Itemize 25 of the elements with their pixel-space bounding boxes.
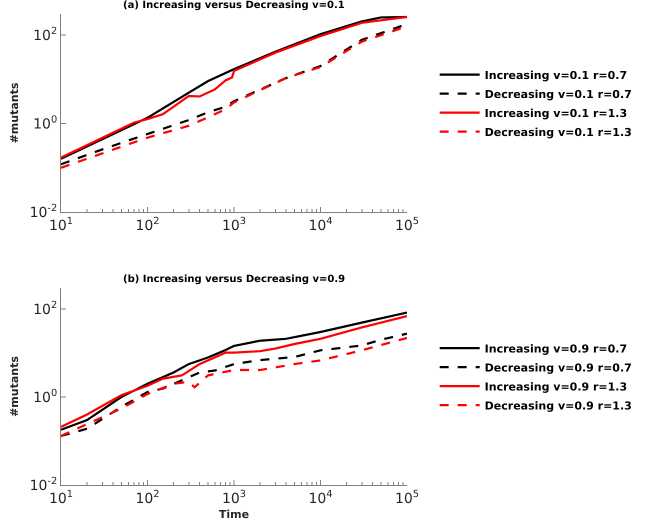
- y-axis-title: #mutants: [8, 82, 22, 144]
- x-tick-label: 10$^{4}$: [308, 488, 333, 507]
- legend-label: Decreasing v=0.1 r=1.3: [484, 126, 632, 139]
- y-tick-label: 10$^{2}$: [33, 300, 58, 318]
- x-tick-label: 10$^{4}$: [308, 216, 333, 234]
- x-tick-label: 10$^{5}$: [394, 488, 420, 507]
- legend-label: Decreasing v=0.1 r=0.7: [484, 88, 632, 101]
- legend-label: Increasing v=0.1 r=0.7: [484, 68, 628, 82]
- y-tick-label: 10$^{0}$: [33, 388, 58, 406]
- legend-label: Increasing v=0.1 r=1.3: [484, 106, 628, 120]
- x-tick-label: 10$^{2}$: [135, 488, 160, 507]
- legend-label: Increasing v=0.9 r=0.7: [484, 342, 628, 356]
- legend-label: Increasing v=0.9 r=1.3: [484, 380, 628, 394]
- x-axis-title: Time: [218, 508, 250, 521]
- x-tick-label: 10$^{3}$: [222, 216, 246, 234]
- chart-title: (a) Increasing versus Decreasing v=0.1: [123, 0, 345, 11]
- y-tick-label: 10$^{2}$: [33, 26, 58, 44]
- x-tick-label: 10$^{2}$: [135, 216, 160, 234]
- legend-label: Decreasing v=0.9 r=0.7: [484, 361, 632, 374]
- legend-label: Decreasing v=0.9 r=1.3: [484, 399, 632, 412]
- chart-title: (b) Increasing versus Decreasing v=0.9: [123, 274, 346, 285]
- y-axis-title: #mutants: [8, 356, 22, 417]
- y-tick-label: 10$^{0}$: [33, 114, 58, 132]
- x-tick-label: 10$^{5}$: [394, 216, 420, 234]
- x-tick-label: 10$^{3}$: [222, 488, 246, 507]
